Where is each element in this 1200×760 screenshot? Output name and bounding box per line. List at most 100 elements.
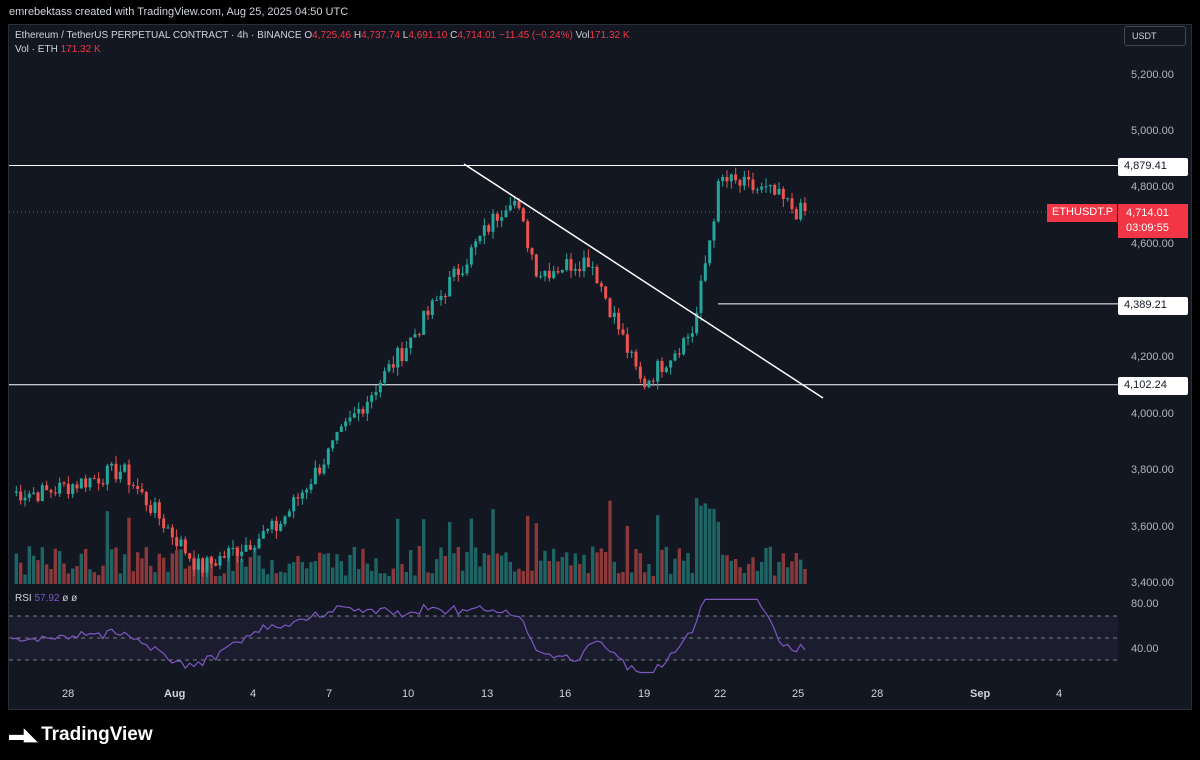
candle-body [478, 235, 482, 242]
candle-body [391, 364, 395, 368]
candle-body [296, 497, 300, 499]
candle-body [547, 270, 551, 279]
date-axis-label: 19 [638, 688, 651, 700]
volume-bar [408, 549, 413, 584]
volume-bar [40, 547, 45, 584]
candle-body [279, 523, 283, 531]
candle-body [110, 463, 114, 466]
volume-bar [439, 547, 443, 584]
candle-body [608, 298, 612, 318]
volume-bar [716, 521, 721, 584]
candle-body [777, 188, 781, 195]
volume-bar [348, 554, 352, 584]
volume-bar [725, 555, 729, 584]
candle-body [49, 490, 53, 493]
candle-body [396, 348, 400, 368]
vol-value: 171.32 K [589, 30, 630, 41]
volume-bar [31, 555, 36, 584]
volume-bar [517, 568, 521, 584]
volume-bar [777, 561, 781, 584]
level-tag-mid[interactable]: 4,389.21 [1118, 297, 1188, 315]
volume-bar [300, 562, 305, 584]
volume-bar [270, 560, 274, 584]
volume-bar [699, 505, 703, 584]
candle-body [14, 491, 18, 493]
candle-body [75, 484, 79, 489]
volume-bar [590, 546, 595, 584]
volume-bar [443, 556, 448, 584]
high-value: 4,737.74 [361, 30, 401, 41]
volume-bar [53, 548, 58, 584]
volume-bar [404, 571, 409, 584]
volume-bar [70, 568, 75, 584]
volume-bar [96, 575, 101, 584]
volume-bar [525, 515, 530, 584]
candle-body [149, 505, 153, 513]
volume-bar [655, 515, 660, 584]
volume-bar [296, 555, 300, 584]
date-axis-label: 10 [402, 688, 415, 700]
currency-selector[interactable]: USDT [1124, 26, 1186, 46]
date-axis-label: 22 [714, 688, 727, 700]
candle-body [166, 527, 170, 529]
volume-bar [200, 566, 205, 584]
candle-body [58, 482, 62, 494]
volume-bar [742, 573, 747, 584]
volume-bar [616, 573, 621, 584]
candle-body [435, 299, 439, 301]
volume-bar [755, 570, 760, 584]
volume-bar [205, 558, 209, 584]
candle-body [456, 268, 460, 275]
volume-bar [257, 555, 261, 584]
date-axis-label: 4 [1056, 688, 1063, 700]
candle-body [500, 217, 504, 221]
date-axis-label: Sep [970, 688, 991, 700]
tradingview-brand[interactable]: ▬◣ TradingView [9, 724, 153, 746]
candle-body [504, 210, 508, 218]
candle-body [370, 395, 374, 402]
volume-bar [36, 560, 40, 584]
volume-bar [759, 561, 764, 584]
volume-bar [313, 561, 318, 584]
level-tag-low[interactable]: 4,102.24 [1118, 377, 1188, 395]
candle-body [482, 225, 486, 236]
symbol-legend: Ethereum / TetherUS PERPETUAL CONTRACT ·… [15, 30, 630, 41]
volume-bar [434, 559, 439, 584]
volume-legend-value: 171.32 K [60, 44, 101, 55]
candle-body [322, 464, 326, 474]
candle-body [409, 337, 413, 349]
candle-body [599, 283, 603, 287]
volume-bar [187, 565, 192, 584]
volume-bar [144, 547, 149, 584]
candle-body [84, 478, 88, 488]
level-tag-high[interactable]: 4,879.41 [1118, 158, 1188, 176]
candle-body [677, 353, 681, 355]
volume-bar [465, 552, 469, 584]
volume-bar [772, 575, 777, 584]
candle-body [604, 286, 608, 299]
volume-bar [746, 563, 751, 584]
rsi-legend-value: 57.92 [34, 593, 60, 604]
candle-body [647, 380, 651, 388]
candle-body [153, 502, 157, 513]
candle-body [673, 353, 677, 361]
candle-body [625, 334, 629, 353]
candle-body [643, 378, 647, 388]
candle-body [305, 489, 309, 493]
volume-bar [274, 573, 279, 584]
candle-body [140, 488, 144, 493]
candle-body [274, 520, 278, 531]
chart-frame[interactable] [8, 24, 1192, 710]
volume-bar [179, 549, 183, 584]
volume-bar [317, 552, 322, 584]
volume-bar [582, 554, 586, 584]
date-axis-label: 4 [250, 688, 257, 700]
candle-body [270, 520, 274, 530]
volume-bar [278, 571, 283, 584]
candle-body [617, 312, 621, 330]
candle-body [443, 295, 447, 297]
price-axis-label: 4,200.00 [1131, 351, 1174, 363]
volume-bar [330, 567, 335, 584]
volume-bar [634, 548, 638, 584]
